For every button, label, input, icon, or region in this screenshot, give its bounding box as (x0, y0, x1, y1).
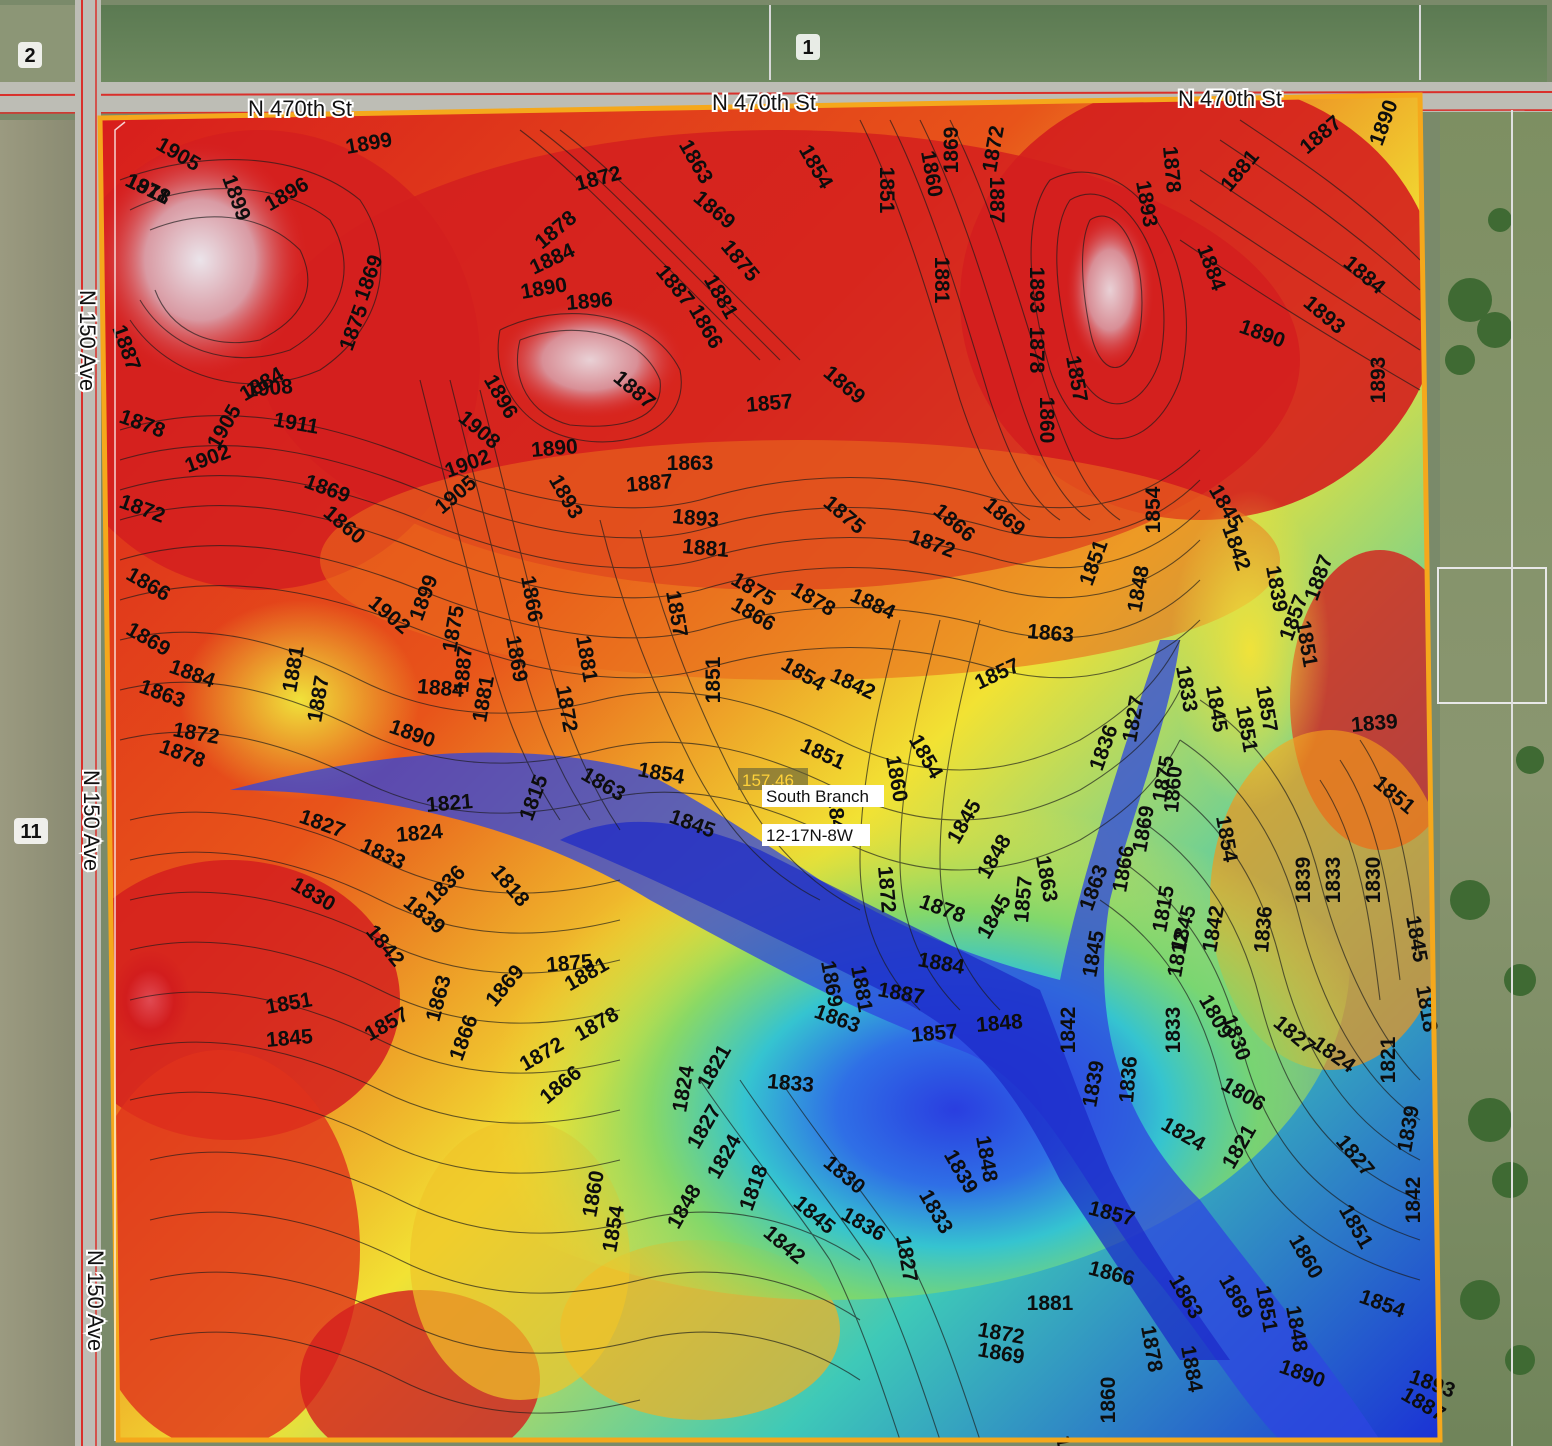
section-number-11: 11 (14, 818, 48, 844)
contour-label: 1842 (1057, 1007, 1080, 1054)
section-number-1: 1 (796, 34, 820, 60)
contour-label: 1887 (985, 177, 1008, 224)
contour-label: 1821 (425, 790, 474, 817)
contour-label: 1881 (1027, 1292, 1074, 1315)
contour-label: 1839 (1292, 857, 1315, 904)
contour-label: 1848 (975, 1010, 1024, 1037)
contour-label: 1878 (1158, 145, 1185, 194)
contour-label: 1908 (245, 375, 294, 402)
west-field (0, 120, 75, 1446)
contour-label: 1851 (702, 656, 725, 703)
contour-label: 1890 (530, 435, 579, 462)
contour-label: 1875 (545, 950, 594, 977)
contour-lines (119, 119, 1421, 1440)
contour-label: 1872 (873, 865, 900, 914)
contour-label: 1860 (1160, 765, 1187, 814)
contour-label: 1836 (1115, 1055, 1142, 1104)
contour-label: 1857 (1010, 875, 1037, 924)
contour-label: 1869 (940, 127, 963, 174)
contour-label: 1857 (910, 1020, 959, 1047)
parcel-name: South Branch (766, 787, 869, 806)
svg-text:2: 2 (24, 45, 35, 67)
section-number-2: 2 (18, 42, 42, 68)
contour-label: 1884 (416, 675, 465, 702)
svg-text:1: 1 (802, 37, 813, 59)
contour-label: 1860 (1035, 397, 1058, 444)
inner-boundary-line (114, 121, 126, 1441)
parcel-outline-east (1437, 567, 1547, 704)
road-label-north-1: N 470th St (248, 96, 352, 121)
contour-label: 1881 (681, 535, 730, 562)
contour-label: 1893 (1367, 357, 1390, 404)
road-label-west-2: N 150 Ave (79, 770, 104, 871)
contour-label: 1836 (1250, 905, 1277, 954)
contour-label: 1833 (1322, 857, 1345, 904)
contour-label: 1845 (265, 1025, 314, 1052)
contour-label: 1833 (1162, 1007, 1185, 1054)
contour-label: 1860 (1097, 1377, 1120, 1424)
contour-label: 1863 (667, 452, 714, 475)
contour-label: 1893 (671, 505, 720, 532)
parcel-boundary[interactable] (97, 92, 1443, 1443)
contour-label: 1896 (565, 288, 614, 315)
road-label-north-3: N 470th St (1178, 86, 1282, 111)
contour-label: 1821 (1377, 1036, 1400, 1083)
road-label-north-2: N 470th St (712, 90, 816, 115)
contour-label: 1839 (1350, 710, 1399, 737)
road-label-west-1: N 150 Ave (75, 290, 100, 391)
contour-label: 1863 (1026, 620, 1075, 647)
contour-label: 1824 (395, 820, 444, 847)
parcel-info[interactable]: 157.46 South Branch 12-17N-8W (738, 768, 884, 846)
parcel-legal: 12-17N-8W (766, 826, 853, 845)
road-label-west-3: N 150 Ave (83, 1250, 108, 1351)
contour-label: 1830 (1362, 857, 1385, 904)
contour-label: 1893 (1025, 267, 1048, 314)
contour-label: 1881 (930, 257, 953, 304)
contour-label: 1887 (450, 645, 477, 694)
elevation-layer (100, 95, 1440, 1440)
north-field (100, 5, 1547, 85)
contour-label: 1833 (766, 1070, 815, 1097)
contour-label: 1857 (745, 390, 794, 417)
contour-label: 1851 (875, 167, 898, 214)
contour-label: 1842 (1402, 1177, 1425, 1224)
contour-label: 1878 (1025, 327, 1048, 374)
contour-label: 1854 (1142, 486, 1165, 533)
svg-text:11: 11 (20, 821, 41, 843)
contour-label: 1887 (625, 470, 674, 497)
